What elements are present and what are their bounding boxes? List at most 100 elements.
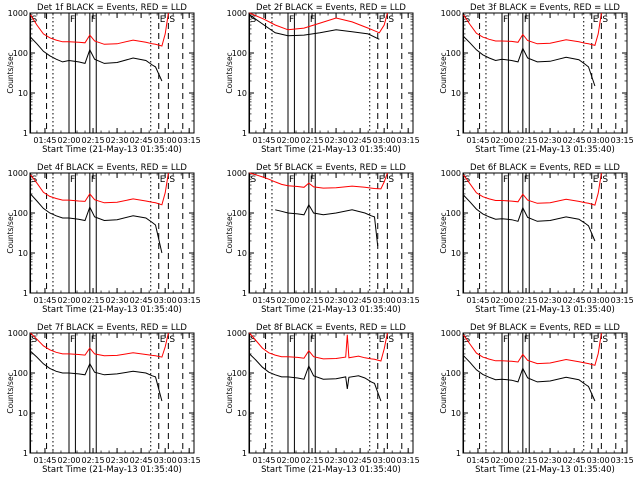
plot-frame	[29, 172, 195, 294]
event-marker-label: F	[70, 175, 75, 185]
x-tick-label: 02:30	[106, 136, 129, 145]
lld-series-line	[30, 12, 169, 47]
event-marker-label: E	[160, 175, 166, 185]
events-series-line	[30, 36, 163, 82]
y-tick-label: 10	[237, 409, 247, 418]
x-axis-label: Start Time (21-May-13 01:35:40)	[261, 305, 401, 315]
detector-plot-6: Det 6f BLACK = Events, RED = LLD 1 10 100 10…	[439, 163, 634, 315]
events-series-line	[30, 350, 163, 402]
plot-title: Det 3f BLACK = Events, RED = LLD	[470, 3, 620, 13]
event-marker-label: S	[602, 335, 608, 345]
y-tick-label: 1	[456, 289, 461, 298]
x-tick-label: 03:00	[154, 456, 177, 465]
x-tick-label: 02:00	[57, 296, 80, 305]
event-marker-label: F	[91, 15, 96, 25]
x-tick-label: 02:15	[301, 456, 324, 465]
y-tick-label: 10	[451, 249, 461, 258]
y-tick-label: 1000	[227, 329, 247, 338]
event-marker-label: F	[310, 15, 315, 25]
y-tick-label: 100	[13, 209, 28, 218]
y-tick-label: 100	[232, 369, 247, 378]
y-tick-label: 1	[23, 289, 28, 298]
x-tick-label: 03:15	[611, 456, 634, 465]
event-marker-label: F	[289, 15, 294, 25]
x-tick-label: 03:00	[587, 456, 610, 465]
event-marker-label: F	[91, 175, 96, 185]
y-axis-label: Counts/sec	[225, 372, 234, 413]
x-axis-label: Start Time (21-May-13 01:35:40)	[261, 465, 401, 475]
detector-plot-7: Det 7f BLACK = Events, RED = LLD 1 10 100 10…	[6, 323, 201, 475]
x-tick-label: 03:00	[373, 136, 396, 145]
event-marker-label: F	[289, 175, 294, 185]
x-tick-label: 01:45	[252, 136, 275, 145]
y-tick-label: 1	[456, 129, 461, 138]
event-marker-label: E	[379, 335, 385, 345]
plot-frame	[462, 172, 628, 294]
event-marker-label: S	[169, 15, 175, 25]
y-tick-label: 1000	[8, 169, 28, 178]
event-marker-label: S	[169, 335, 175, 345]
event-marker-label: S	[251, 335, 257, 345]
event-marker-label: E	[593, 175, 599, 185]
x-tick-label: 02:45	[130, 136, 153, 145]
x-tick-label: 02:30	[325, 136, 348, 145]
y-tick-label: 100	[446, 369, 461, 378]
event-marker-label: F	[70, 335, 75, 345]
x-tick-label: 02:00	[276, 296, 299, 305]
x-axis-label: Start Time (21-May-13 01:35:40)	[261, 145, 401, 155]
y-axis-label: Counts/sec	[439, 372, 448, 413]
x-tick-label: 03:15	[397, 296, 420, 305]
x-tick-label: 01:45	[33, 296, 56, 305]
x-tick-label: 03:00	[154, 296, 177, 305]
detector-plot-2: Det 2f BLACK = Events, RED = LLD 1 10 100 10…	[225, 3, 420, 155]
event-marker-label: S	[388, 175, 394, 185]
events-series-line	[30, 193, 163, 254]
plot-frame	[462, 12, 628, 134]
event-marker-label: F	[70, 15, 75, 25]
lld-series-line	[30, 332, 169, 358]
y-tick-label: 1000	[8, 9, 28, 18]
lld-series-line	[249, 332, 388, 362]
plot-title: Det 4f BLACK = Events, RED = LLD	[37, 163, 187, 173]
event-marker-label: E	[593, 335, 599, 345]
y-tick-label: 1000	[441, 169, 461, 178]
event-marker-label: F	[524, 15, 529, 25]
y-tick-label: 10	[18, 89, 28, 98]
event-marker-label: E	[160, 335, 166, 345]
y-tick-label: 1000	[227, 169, 247, 178]
events-series-line	[275, 203, 379, 247]
x-tick-label: 02:15	[82, 136, 105, 145]
x-tick-label: 02:00	[490, 456, 513, 465]
event-marker-label: F	[524, 175, 529, 185]
y-tick-label: 1000	[227, 9, 247, 18]
plot-title: Det 7f BLACK = Events, RED = LLD	[37, 323, 187, 333]
x-axis-label: Start Time (21-May-13 01:35:40)	[42, 465, 182, 475]
y-tick-label: 1000	[441, 9, 461, 18]
y-axis-label: Counts/sec	[439, 52, 448, 93]
x-tick-label: 03:15	[611, 136, 634, 145]
event-marker-label: F	[310, 175, 315, 185]
event-marker-label: S	[388, 15, 394, 25]
plot-title: Det 1f BLACK = Events, RED = LLD	[37, 3, 187, 13]
lld-series-line	[463, 172, 602, 206]
x-tick-label: 03:15	[397, 136, 420, 145]
events-series-line	[249, 14, 380, 40]
x-tick-label: 02:00	[276, 456, 299, 465]
x-tick-label: 02:30	[539, 296, 562, 305]
x-tick-label: 02:45	[563, 136, 586, 145]
event-marker-label: S	[169, 175, 175, 185]
event-marker-label: S	[388, 335, 394, 345]
plot-frame	[248, 172, 414, 294]
x-tick-label: 01:45	[466, 296, 489, 305]
x-tick-label: 02:30	[539, 456, 562, 465]
x-tick-label: 02:00	[57, 456, 80, 465]
y-tick-label: 100	[13, 49, 28, 58]
y-axis-label: Counts/sec	[225, 212, 234, 253]
lld-series-line	[30, 172, 169, 206]
event-marker-label: S	[251, 175, 257, 185]
event-marker-label: F	[524, 335, 529, 345]
y-tick-label: 1000	[441, 329, 461, 338]
x-tick-label: 02:30	[539, 136, 562, 145]
